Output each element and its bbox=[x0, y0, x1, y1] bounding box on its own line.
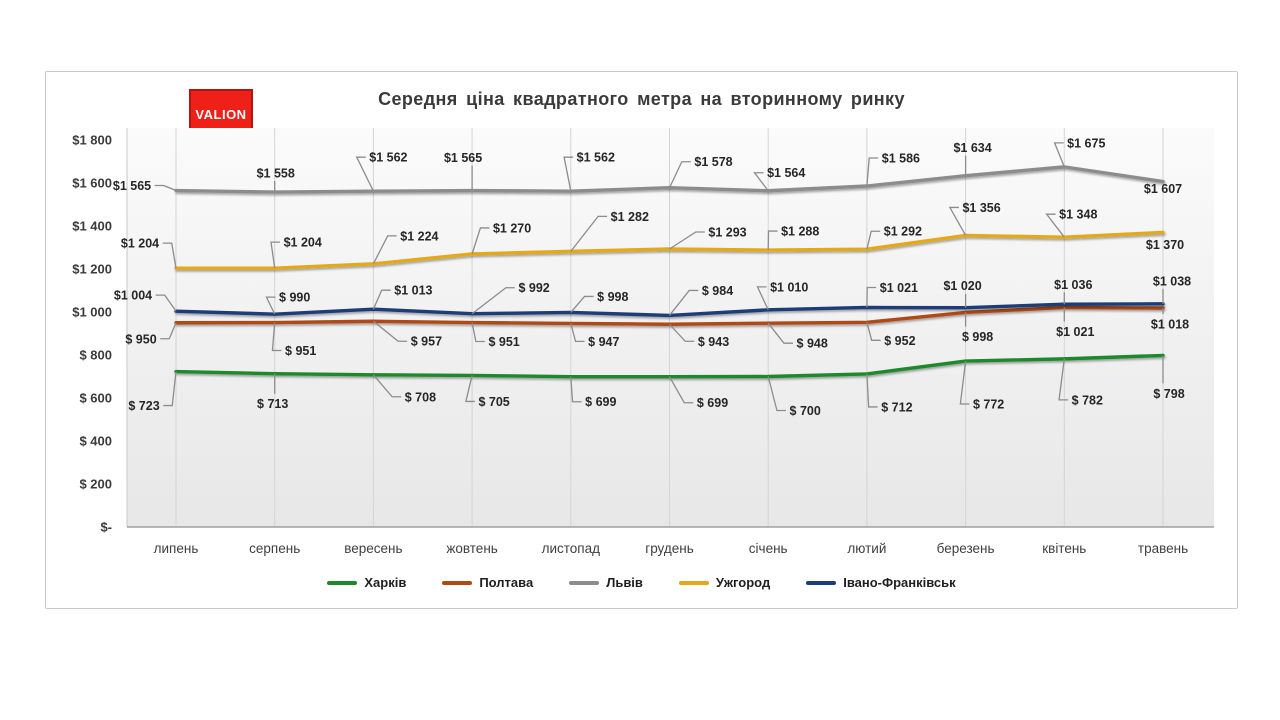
valion-logo-text: VALION bbox=[195, 107, 247, 122]
chart-title: Середня ціна квадратного метра на вторин… bbox=[378, 89, 905, 109]
legend-swatch bbox=[678, 580, 709, 585]
legend-label: Полтава bbox=[479, 575, 534, 590]
legend-swatch bbox=[806, 580, 837, 585]
legend-item-3: Львів bbox=[569, 575, 643, 590]
legend-label: Харків bbox=[364, 575, 407, 590]
legend-swatch bbox=[442, 580, 473, 585]
legend-swatch bbox=[327, 580, 358, 585]
legend-label: Львів bbox=[606, 575, 643, 590]
legend-item-2: Полтава bbox=[442, 575, 533, 590]
legend-label: Ужгород bbox=[715, 575, 771, 590]
legend-item-1: Харків bbox=[327, 575, 406, 590]
legend-item-4: Ужгород bbox=[678, 575, 771, 590]
legend-item-5: Івано-Франківськ bbox=[806, 575, 956, 590]
chart-legend: Харків Полтава Львів Ужгород Івано-Франківсь… bbox=[46, 575, 1237, 590]
chart-panel: VALION Середня ціна квадратного метра на… bbox=[45, 71, 1238, 609]
legend-label: Івано-Франківськ bbox=[843, 575, 956, 590]
legend-swatch bbox=[569, 580, 600, 585]
